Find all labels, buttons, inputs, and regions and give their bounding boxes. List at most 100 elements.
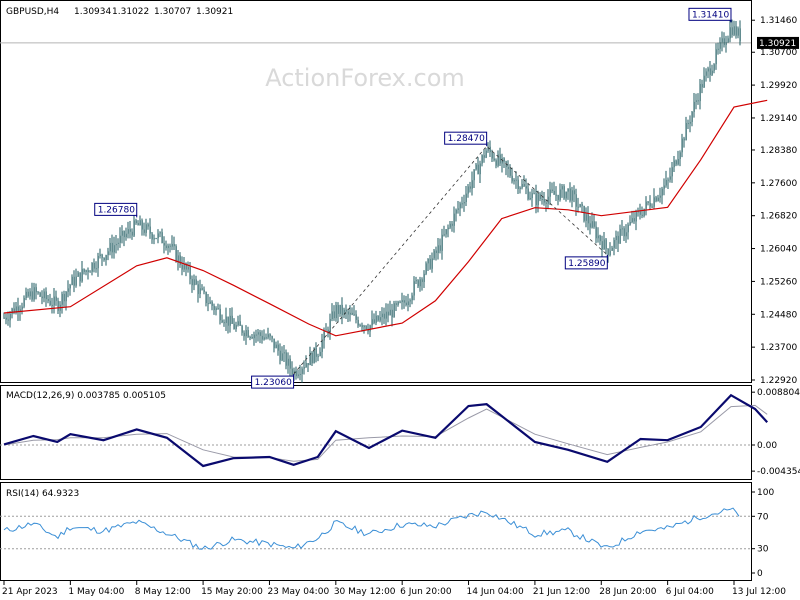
candle-body	[537, 194, 539, 206]
candle-body	[323, 330, 325, 341]
candle-body	[239, 321, 241, 326]
candle-body	[193, 279, 195, 286]
candle-body	[445, 229, 447, 235]
candle-body	[301, 368, 303, 374]
candle-body	[585, 214, 587, 221]
candle-body	[691, 111, 693, 122]
candle-body	[597, 235, 599, 239]
candle-body	[233, 323, 235, 330]
candle-body	[611, 247, 613, 251]
candle-body	[643, 208, 645, 216]
candle-body	[327, 329, 329, 333]
candle-body	[527, 188, 529, 200]
current-price-label: 1.30921	[759, 39, 796, 49]
candle-body	[559, 189, 561, 200]
candle-body	[711, 70, 713, 75]
candle-body	[693, 101, 695, 112]
price-tick-label: 1.30700	[760, 48, 797, 58]
price-annotations-group: 1.26780 1.23060 1.28470 1.25890 1.31410	[94, 7, 732, 389]
candle-body	[133, 220, 135, 236]
candle-body	[507, 166, 509, 169]
candle-body	[651, 206, 653, 208]
candle-body	[355, 314, 357, 320]
candle-body	[153, 238, 155, 240]
candle-body	[687, 123, 689, 125]
candle-body	[157, 233, 159, 239]
candle-body	[591, 221, 593, 228]
candle-body	[667, 179, 669, 181]
candle-body	[477, 164, 479, 175]
candle-body	[361, 325, 363, 328]
candle-body	[13, 308, 15, 313]
candle-body	[67, 288, 69, 292]
macd-tick-label: 0.00	[757, 441, 777, 451]
macd-group	[0, 393, 769, 468]
price-annotation-label: 1.28470	[448, 134, 485, 144]
candle-body	[661, 188, 663, 196]
price-annotation-box	[564, 256, 608, 270]
candle-body	[569, 188, 571, 201]
candle-body	[11, 308, 13, 314]
candle-body	[231, 315, 233, 324]
candle-body	[201, 288, 203, 290]
candle-body	[339, 304, 341, 314]
candle-body	[583, 205, 585, 221]
candle-body	[365, 325, 367, 330]
candle-body	[659, 195, 661, 198]
candle-body	[375, 315, 377, 323]
candle-body	[503, 158, 505, 162]
candle-body	[647, 201, 649, 203]
candle-body	[367, 329, 369, 332]
candle-body	[271, 336, 273, 339]
candle-body	[609, 250, 611, 256]
candle-body	[337, 305, 339, 314]
candle-body	[403, 300, 405, 303]
time-tick-label: 13 Jul 12:00	[732, 587, 786, 597]
candle-body	[209, 301, 211, 304]
candle-body	[553, 190, 555, 195]
candle-body	[155, 238, 157, 240]
candle-body	[79, 272, 81, 282]
candle-body	[269, 334, 271, 337]
candle-body	[353, 314, 355, 316]
candle-body	[97, 255, 99, 269]
candle-body	[539, 194, 541, 199]
candle-body	[345, 309, 347, 312]
candle-body	[399, 301, 401, 303]
candle-body	[357, 319, 359, 326]
candle-body	[121, 231, 123, 236]
candle-body	[333, 311, 335, 319]
candle-body	[191, 279, 193, 286]
header-high: 1.31022	[112, 7, 149, 17]
candle-body	[625, 232, 627, 237]
candle-body	[677, 158, 679, 165]
candle-body	[419, 279, 421, 287]
candle-body	[39, 292, 41, 297]
candle-body	[613, 240, 615, 248]
candle-body	[633, 218, 635, 222]
candle-body	[511, 175, 513, 182]
candle-body	[125, 233, 127, 238]
candle-body	[739, 28, 741, 42]
candle-body	[641, 214, 643, 216]
candle-body	[169, 245, 171, 247]
candle-body	[175, 246, 177, 262]
candle-body	[341, 304, 343, 316]
candle-body	[203, 289, 205, 292]
watermark: ActionForex.com	[265, 64, 465, 92]
candle-body	[237, 321, 239, 326]
candle-body	[129, 229, 131, 232]
swing-line-group	[293, 145, 608, 375]
candle-body	[579, 204, 581, 208]
candle-body	[281, 353, 283, 361]
candle-body	[359, 325, 361, 327]
candles-group	[3, 19, 741, 383]
candle-body	[181, 264, 183, 270]
price-annotation-box	[444, 131, 488, 145]
price-tick-label: 1.23700	[760, 343, 797, 353]
candle-body	[35, 287, 37, 293]
candle-body	[523, 183, 525, 187]
candle-body	[277, 344, 279, 351]
candle-body	[387, 311, 389, 316]
